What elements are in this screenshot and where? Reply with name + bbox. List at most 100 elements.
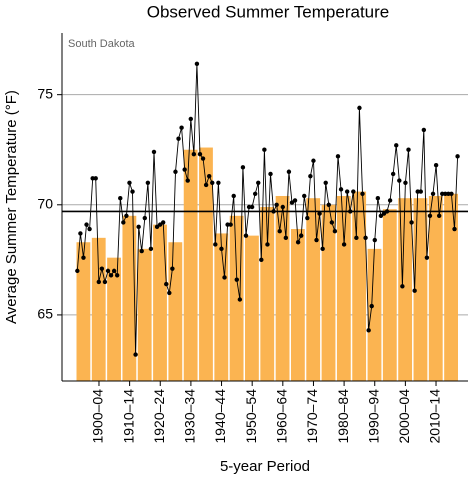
bar bbox=[137, 248, 152, 381]
temperature-point bbox=[283, 235, 289, 241]
bar bbox=[153, 224, 167, 381]
bar bbox=[76, 242, 91, 381]
temperature-point bbox=[148, 246, 154, 252]
temperature-point bbox=[424, 255, 430, 260]
bar bbox=[382, 209, 397, 381]
temperature-point bbox=[219, 246, 224, 252]
temperature-point bbox=[75, 268, 80, 274]
bar bbox=[245, 235, 259, 381]
temperature-point bbox=[259, 257, 264, 263]
temperature-point bbox=[308, 173, 313, 179]
temperature-point bbox=[317, 211, 322, 216]
temperature-point bbox=[185, 178, 190, 183]
temperature-point bbox=[111, 268, 117, 274]
temperature-point bbox=[427, 213, 433, 219]
temperature-point bbox=[430, 191, 436, 196]
temperature-point bbox=[390, 171, 396, 177]
temperature-point bbox=[243, 233, 249, 238]
temperature-point bbox=[265, 242, 270, 247]
temperature-point bbox=[167, 290, 172, 296]
bar bbox=[168, 242, 183, 381]
temperature-point bbox=[197, 151, 203, 157]
x-tick-label: 1970–74 bbox=[304, 389, 320, 444]
temperature-point bbox=[142, 215, 147, 221]
temperature-point bbox=[433, 162, 439, 168]
temperature-point bbox=[240, 165, 246, 170]
bar bbox=[413, 198, 428, 381]
x-tick-label: 2000–04 bbox=[396, 389, 412, 444]
temperature-point bbox=[173, 169, 178, 174]
temperature-point bbox=[344, 189, 350, 194]
temperature-point bbox=[354, 235, 359, 241]
temperature-point bbox=[139, 248, 144, 254]
y-tick-label: 75 bbox=[37, 85, 53, 101]
bar bbox=[260, 207, 275, 381]
temperature-point bbox=[369, 303, 374, 309]
temperature-point bbox=[249, 204, 255, 210]
temperature-point bbox=[133, 352, 138, 357]
temperature-point bbox=[418, 189, 423, 194]
temperature-point bbox=[90, 176, 95, 181]
temperature-point bbox=[151, 149, 157, 155]
temperature-point bbox=[302, 193, 307, 199]
temperature-point bbox=[124, 213, 129, 219]
annotation: South Dakota bbox=[68, 38, 136, 50]
y-tick-label: 65 bbox=[37, 306, 53, 322]
y-tick-label: 70 bbox=[37, 196, 53, 212]
temperature-point bbox=[105, 268, 111, 274]
temperature-point bbox=[455, 154, 460, 159]
x-tick-label: 1900–04 bbox=[90, 389, 106, 444]
x-tick-label: 1940–44 bbox=[212, 389, 228, 444]
temperature-point bbox=[387, 198, 393, 203]
temperature-point bbox=[222, 275, 227, 280]
temperature-point bbox=[234, 277, 239, 282]
temperature-point bbox=[406, 147, 411, 152]
temperature-point bbox=[78, 231, 83, 236]
temperature-point bbox=[216, 180, 221, 185]
bar bbox=[107, 257, 121, 381]
temperature-point bbox=[314, 237, 319, 243]
temperature-point bbox=[280, 204, 285, 210]
temperature-point bbox=[412, 288, 417, 293]
temperature-point bbox=[246, 204, 252, 210]
temperature-point bbox=[182, 167, 187, 172]
bar bbox=[275, 195, 290, 381]
temperature-point bbox=[409, 220, 414, 225]
temperature-point bbox=[203, 182, 209, 188]
temperature-point bbox=[81, 255, 86, 260]
temperature-point bbox=[326, 202, 331, 207]
temperature-point bbox=[436, 213, 442, 219]
temperature-point bbox=[268, 171, 273, 177]
temperature-point bbox=[421, 127, 427, 133]
temperature-point bbox=[348, 209, 353, 214]
temperature-point bbox=[341, 242, 347, 247]
temperature-point bbox=[286, 169, 292, 174]
temperature-point bbox=[127, 180, 132, 185]
temperature-point bbox=[400, 284, 405, 289]
bar bbox=[91, 237, 106, 381]
temperature-point bbox=[329, 220, 335, 225]
x-tick-label: 1910–14 bbox=[120, 389, 136, 444]
temperature-point bbox=[96, 279, 101, 285]
bar bbox=[444, 193, 458, 381]
temperature-point bbox=[375, 195, 381, 201]
bar bbox=[199, 147, 213, 381]
chart-title: Observed Summer Temperature bbox=[147, 2, 390, 21]
temperature-point bbox=[292, 198, 298, 203]
bar bbox=[290, 229, 305, 381]
temperature-point bbox=[252, 191, 258, 196]
temperature-point bbox=[289, 200, 295, 205]
x-tick-label: 2010–14 bbox=[427, 389, 443, 444]
temperature-point bbox=[372, 237, 377, 243]
temperature-point bbox=[118, 195, 123, 201]
temperature-point bbox=[200, 156, 206, 161]
bar bbox=[398, 198, 413, 381]
bar bbox=[122, 215, 137, 381]
temperature-point bbox=[384, 209, 390, 214]
temperature-point bbox=[114, 273, 120, 278]
x-tick-label: 1920–24 bbox=[151, 389, 167, 444]
temperature-point bbox=[357, 105, 362, 111]
temperature-point bbox=[320, 246, 325, 252]
temperature-point bbox=[271, 209, 276, 214]
